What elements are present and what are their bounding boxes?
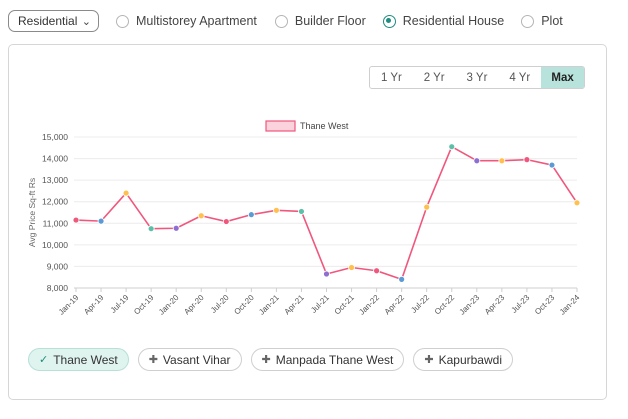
period-4yr[interactable]: 4 Yr: [509, 71, 531, 84]
y-tick-label: 9,000: [47, 261, 69, 271]
radio-residential-house[interactable]: Residential House: [382, 14, 505, 28]
chip-label: Thane West: [53, 352, 118, 367]
x-tick-label: Jul-19: [109, 293, 131, 315]
radio-circle-icon: [521, 14, 535, 28]
radio-plot[interactable]: Plot: [521, 14, 563, 28]
x-tick-label: Oct-23: [533, 293, 557, 317]
x-tick-label: Apr-21: [283, 293, 307, 317]
chip-label: Manpada Thane West: [275, 352, 394, 367]
plus-icon: ✚: [148, 354, 158, 366]
locality-chips: ✓ Thane West ✚ Vasant Vihar ✚ Manpada Th…: [28, 348, 522, 371]
period-1yr[interactable]: 1 Yr: [380, 71, 402, 84]
data-point: [423, 203, 431, 211]
data-point: [272, 206, 280, 214]
data-point: [523, 156, 531, 164]
data-point: [448, 143, 456, 151]
chip-vasant-vihar[interactable]: ✚ Vasant Vihar: [137, 348, 242, 371]
x-tick-label: Oct-21: [333, 293, 357, 317]
x-tick-label: Jan-19: [57, 293, 81, 317]
data-point: [122, 189, 130, 197]
period-2yr[interactable]: 2 Yr: [423, 71, 445, 84]
data-point: [222, 218, 230, 225]
price-trend-card: [8, 44, 607, 400]
radio-label: Builder Floor: [294, 14, 366, 28]
x-tick-label: Jul-22: [409, 293, 431, 315]
legend-label: Thane West: [300, 121, 349, 131]
radio-label: Residential House: [402, 14, 505, 28]
x-tick-label: Oct-20: [232, 293, 256, 317]
data-point: [398, 275, 406, 283]
filter-bar: Residential ⌄ Multistorey Apartment Buil…: [8, 10, 563, 32]
x-tick-label: Apr-22: [383, 293, 407, 317]
radio-circle-icon: [116, 14, 129, 28]
property-type-value: Residential: [18, 14, 78, 28]
x-tick-label: Apr-23: [483, 293, 507, 317]
data-point: [348, 264, 355, 271]
x-tick-label: Jul-23: [510, 293, 532, 315]
data-point: [373, 267, 381, 275]
data-point: [197, 212, 205, 220]
y-tick-label: 12,000: [42, 197, 68, 207]
x-tick-label: Apr-19: [82, 293, 106, 317]
x-tick-label: Jan-22: [357, 293, 381, 317]
data-point: [147, 225, 155, 233]
x-tick-label: Jan-21: [257, 293, 281, 317]
data-point: [247, 211, 255, 219]
data-point: [298, 208, 305, 215]
data-point: [548, 161, 556, 169]
period-selector: 1 Yr 2 Yr 3 Yr 4 Yr Max: [369, 66, 585, 89]
x-tick-label: Jan-20: [157, 293, 181, 317]
chip-thane-west[interactable]: ✓ Thane West: [28, 348, 129, 371]
check-icon: ✓: [39, 354, 49, 366]
data-point: [97, 217, 105, 225]
data-point: [498, 157, 506, 165]
radio-builder-floor[interactable]: Builder Floor: [274, 14, 366, 28]
data-point: [172, 224, 180, 232]
radio-selected-icon: [382, 14, 396, 28]
radio-label: Plot: [541, 14, 563, 28]
data-point: [323, 270, 330, 278]
plus-icon: ✚: [424, 354, 434, 366]
x-tick-label: Jul-20: [209, 293, 231, 315]
y-tick-label: 10,000: [42, 240, 68, 250]
property-type-select[interactable]: Residential ⌄: [8, 10, 99, 32]
data-point: [72, 216, 80, 224]
period-3yr[interactable]: 3 Yr: [466, 71, 488, 84]
x-tick-label: Oct-19: [132, 293, 156, 317]
y-axis-label: Avg Price Sq-ft Rs: [27, 178, 37, 247]
legend-swatch: [265, 120, 296, 132]
y-tick-label: 8,000: [47, 283, 69, 293]
y-tick-label: 13,000: [42, 175, 68, 185]
y-tick-label: 11,000: [43, 218, 69, 228]
chip-manpada-thane-west[interactable]: ✚ Manpada Thane West: [250, 348, 405, 371]
series-line-thane-west: [75, 145, 578, 281]
x-tick-label: Jan-23: [458, 293, 482, 317]
chip-label: Vasant Vihar: [162, 352, 231, 367]
radio-circle-icon: [274, 14, 288, 28]
data-point: [473, 157, 481, 165]
chevron-down-icon: ⌄: [81, 15, 91, 28]
period-max[interactable]: Max: [541, 67, 584, 88]
y-tick-label: 15,000: [42, 132, 68, 142]
plus-icon: ✚: [261, 354, 271, 366]
data-point: [573, 199, 581, 207]
radio-multistorey-apartment[interactable]: Multistorey Apartment: [116, 14, 257, 28]
chip-kapurbawdi[interactable]: ✚ Kapurbawdi: [413, 348, 513, 371]
x-tick-label: Jan-24: [558, 293, 582, 317]
price-trend-chart: 8,000 9,000 10,000 11,000 12,000 13,000 14,000…: [27, 120, 582, 317]
x-tick-label: Oct-22: [433, 293, 457, 317]
chip-label: Kapurbawdi: [438, 352, 502, 367]
x-tick-label: Jul-21: [309, 293, 331, 315]
y-tick-label: 14,000: [42, 154, 68, 164]
x-tick-label: Apr-20: [182, 293, 206, 317]
radio-label: Multistorey Apartment: [136, 14, 257, 28]
